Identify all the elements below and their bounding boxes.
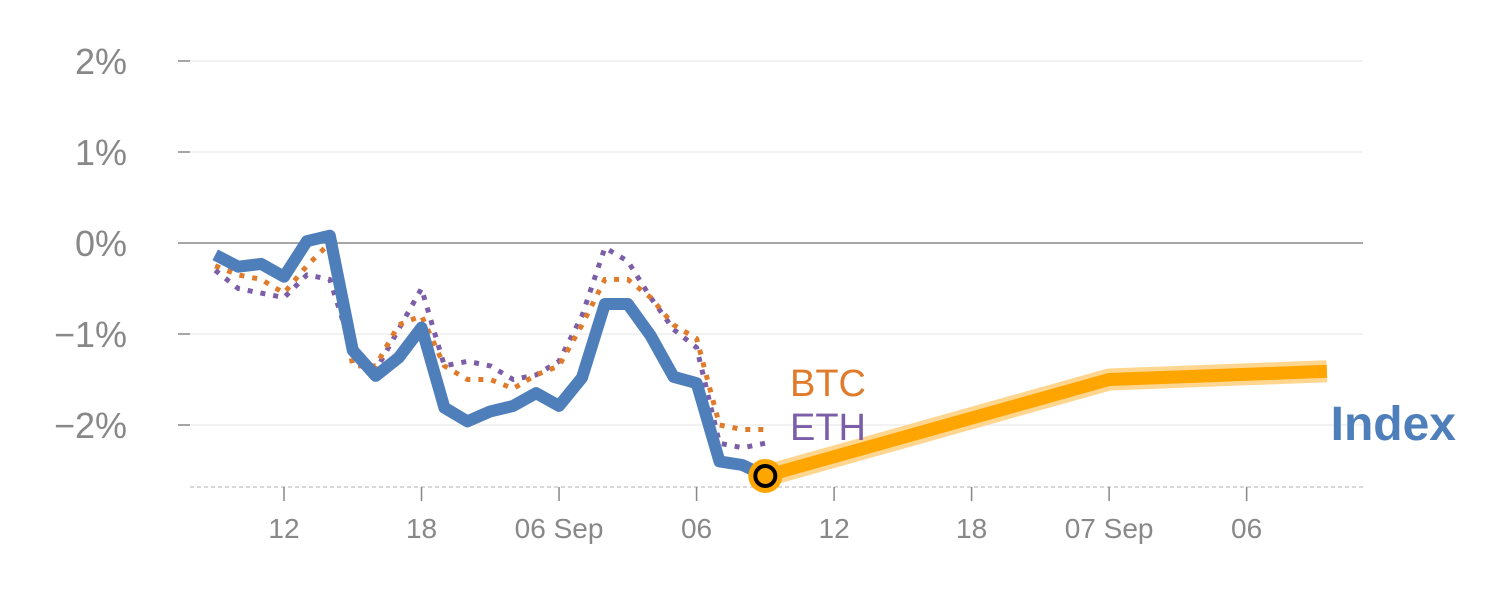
x-tick-label: 06 — [681, 513, 712, 544]
current-point-marker — [753, 463, 778, 488]
x-tick-label: 07 Sep — [1065, 513, 1154, 544]
label-eth: ETH — [790, 407, 866, 449]
label-btc: BTC — [790, 363, 866, 405]
forecast-line — [763, 364, 1328, 483]
y-tick-label: 2% — [75, 41, 127, 82]
x-tick-label: 18 — [956, 513, 987, 544]
y-tick-label: −1% — [54, 314, 127, 355]
x-tick-label: 06 — [1231, 513, 1262, 544]
y-tick-label: 1% — [75, 132, 127, 173]
y-axis: 2% 1% 0% −1% −2% — [54, 41, 190, 446]
grid — [190, 60, 1363, 426]
x-axis: 12 18 06 Sep 06 12 18 07 Sep 06 — [190, 486, 1363, 544]
y-tick-label: −2% — [54, 405, 127, 446]
series-eth — [213, 245, 766, 451]
label-index: Index — [1331, 398, 1457, 451]
series-lines — [212, 229, 1328, 493]
series-btc — [214, 240, 766, 432]
x-tick-label: 12 — [819, 513, 850, 544]
x-tick-label: 12 — [268, 513, 299, 544]
y-tick-label: 0% — [75, 223, 127, 264]
x-tick-label: 18 — [406, 513, 437, 544]
series-index — [212, 229, 768, 482]
x-tick-label: 06 Sep — [515, 513, 604, 544]
